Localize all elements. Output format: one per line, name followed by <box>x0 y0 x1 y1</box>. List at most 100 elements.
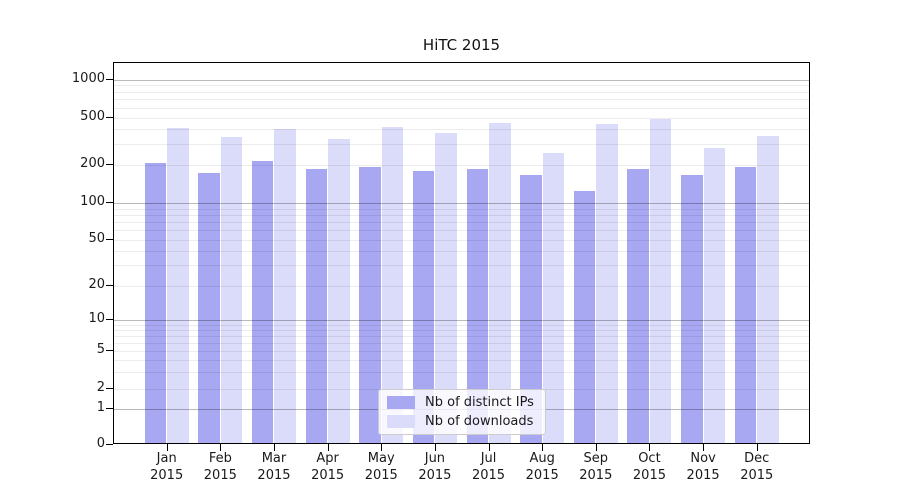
x-tick-label-line: Jul <box>480 451 497 466</box>
x-tick-label-line: 2015 <box>525 468 559 483</box>
gridline-minor <box>114 229 809 231</box>
gridline-major <box>114 320 809 321</box>
plot-area <box>113 62 810 444</box>
x-tick-label: Jun 2015 <box>403 450 467 484</box>
y-tick-mark <box>106 444 113 445</box>
gridline-major <box>114 79 809 81</box>
gridline-minor <box>114 164 809 166</box>
y-tick-mark <box>106 163 113 165</box>
x-tick-mark <box>703 444 705 451</box>
x-tick-label-line: 2015 <box>686 468 720 483</box>
y-tick-label: 1000 <box>71 70 105 86</box>
y-tick-mark <box>106 78 113 80</box>
x-tick-mark <box>381 444 383 451</box>
x-tick-mark <box>166 444 168 451</box>
gridline-minor <box>114 208 809 210</box>
gridline-minor <box>114 265 809 267</box>
legend-label: Nb of downloads <box>425 414 534 429</box>
x-tick-label-line: Nov <box>690 451 716 466</box>
bar-downloads <box>757 136 779 443</box>
gridline-minor <box>114 324 809 326</box>
x-tick-label-line: 2015 <box>311 468 345 483</box>
gridline-minor <box>114 342 809 344</box>
y-tick-label: 10 <box>88 311 105 326</box>
bar-distinct-ips <box>627 168 649 443</box>
x-tick-label-line: Dec <box>744 451 770 466</box>
x-tick-label: Sep 2015 <box>564 450 628 484</box>
x-tick-label-line: Aug <box>529 451 555 466</box>
y-tick-label: 50 <box>88 230 105 246</box>
bar-distinct-ips <box>466 168 489 443</box>
legend-row: Nb of downloads <box>387 414 537 429</box>
bar-downloads <box>596 124 618 443</box>
x-tick-label-line: May <box>367 451 395 466</box>
bar-downloads <box>703 148 726 443</box>
y-tick-label: 20 <box>88 276 105 292</box>
x-tick-label-line: 2015 <box>364 468 398 483</box>
bar-downloads <box>328 139 350 443</box>
bar-downloads <box>649 119 672 443</box>
gridline-minor <box>114 214 809 216</box>
x-tick-label-line: Apr <box>316 451 339 466</box>
x-tick-mark <box>649 444 651 451</box>
bar-distinct-ips <box>251 161 274 443</box>
x-tick-label: Jul 2015 <box>457 450 521 484</box>
bar-distinct-ips <box>573 190 596 443</box>
gridline-minor <box>114 329 809 331</box>
x-tick-label-line: Jan <box>156 451 177 466</box>
gridline-minor <box>114 335 809 337</box>
x-tick-label: Jan 2015 <box>135 450 199 484</box>
y-tick-mark <box>106 319 113 320</box>
bar-downloads <box>220 136 243 443</box>
x-tick-mark <box>595 444 597 451</box>
x-tick-mark <box>327 444 329 451</box>
bar-distinct-ips <box>681 175 703 443</box>
x-tick-label: May 2015 <box>349 450 413 484</box>
bar-distinct-ips <box>198 172 220 443</box>
x-tick-label: Dec 2015 <box>725 450 789 484</box>
bar-distinct-ips <box>520 174 542 443</box>
y-tick-label: 500 <box>80 109 105 124</box>
x-tick-label: Oct 2015 <box>617 450 681 484</box>
gridline-minor <box>114 285 809 287</box>
bar-downloads <box>274 128 296 443</box>
legend-row: Nb of distinct IPs <box>387 395 537 410</box>
bar-distinct-ips <box>412 171 435 443</box>
y-tick-mark <box>106 284 113 286</box>
y-tick-label: 2 <box>96 379 105 395</box>
y-tick-mark <box>106 238 113 240</box>
x-tick-mark <box>542 444 544 451</box>
x-tick-label: Nov 2015 <box>671 450 735 484</box>
bar-distinct-ips <box>144 162 167 443</box>
gridline-minor <box>114 85 809 87</box>
chart-title: HiTC 2015 <box>422 36 501 54</box>
y-tick-label: 100 <box>80 194 105 209</box>
gridline-major <box>114 203 809 204</box>
y-tick-mark <box>106 202 113 203</box>
x-tick-label: Aug 2015 <box>510 450 574 484</box>
bar-downloads <box>489 123 511 443</box>
x-tick-label-line: 2015 <box>150 468 184 483</box>
legend-swatch-downloads <box>387 415 415 428</box>
x-tick-label-line: Jun <box>424 451 446 466</box>
x-tick-label-line: Feb <box>208 451 232 466</box>
bar-distinct-ips <box>734 167 757 443</box>
gridline-minor <box>114 129 809 131</box>
gridline-minor <box>114 221 809 223</box>
legend-label: Nb of distinct IPs <box>425 395 534 410</box>
x-tick-label: Feb 2015 <box>188 450 252 484</box>
gridline-minor <box>114 118 809 119</box>
bar-downloads <box>381 126 404 443</box>
x-tick-mark <box>488 444 490 451</box>
x-tick-mark <box>434 444 436 451</box>
legend-swatch-distinct-ips <box>387 396 415 409</box>
x-tick-label-line: Mar <box>261 451 287 466</box>
x-tick-label-line: 2015 <box>257 468 291 483</box>
bar-distinct-ips <box>359 167 381 443</box>
y-tick-mark <box>106 407 113 409</box>
y-tick-mark <box>106 387 113 389</box>
x-tick-label-line: 2015 <box>632 468 666 483</box>
bar-downloads <box>542 152 565 443</box>
y-tick-mark <box>106 350 113 351</box>
